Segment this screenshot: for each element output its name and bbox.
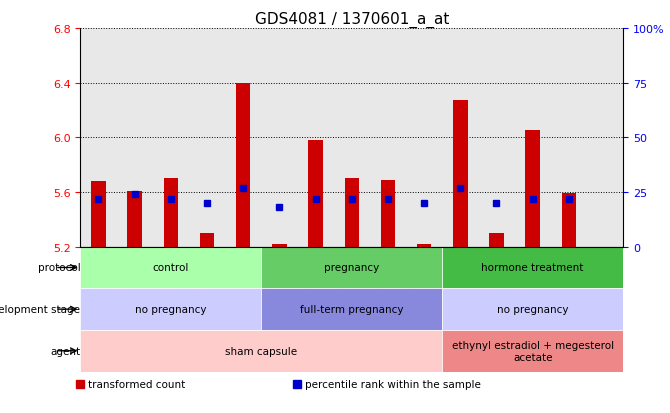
Text: protocol: protocol — [38, 263, 80, 273]
Text: agent: agent — [50, 346, 80, 356]
Text: percentile rank within the sample: percentile rank within the sample — [305, 379, 480, 389]
Bar — [91, 182, 106, 247]
Bar — [561, 194, 576, 247]
Text: control: control — [153, 263, 189, 273]
Text: hormone treatment: hormone treatment — [482, 263, 584, 273]
FancyBboxPatch shape — [442, 247, 623, 289]
Text: ethynyl estradiol + megesterol
acetate: ethynyl estradiol + megesterol acetate — [452, 340, 614, 362]
FancyBboxPatch shape — [261, 289, 442, 330]
Text: development stage: development stage — [0, 304, 80, 314]
Bar — [200, 233, 214, 247]
FancyBboxPatch shape — [80, 289, 261, 330]
FancyBboxPatch shape — [80, 247, 261, 289]
Text: no pregnancy: no pregnancy — [135, 304, 206, 314]
Bar — [163, 179, 178, 247]
Bar — [381, 180, 395, 247]
Bar — [236, 83, 251, 247]
Bar — [308, 141, 323, 247]
Text: sham capsule: sham capsule — [225, 346, 297, 356]
Text: transformed count: transformed count — [88, 379, 185, 389]
Bar — [417, 244, 431, 247]
FancyBboxPatch shape — [442, 330, 623, 372]
Text: full-term pregnancy: full-term pregnancy — [300, 304, 403, 314]
FancyBboxPatch shape — [442, 289, 623, 330]
Text: no pregnancy: no pregnancy — [497, 304, 568, 314]
Bar — [272, 244, 287, 247]
FancyBboxPatch shape — [80, 330, 442, 372]
Bar — [489, 233, 504, 247]
Bar — [344, 179, 359, 247]
FancyBboxPatch shape — [261, 247, 442, 289]
Text: pregnancy: pregnancy — [324, 263, 379, 273]
Bar — [525, 131, 540, 247]
Title: GDS4081 / 1370601_a_at: GDS4081 / 1370601_a_at — [255, 12, 449, 28]
Bar — [453, 101, 468, 247]
Bar — [127, 191, 142, 247]
